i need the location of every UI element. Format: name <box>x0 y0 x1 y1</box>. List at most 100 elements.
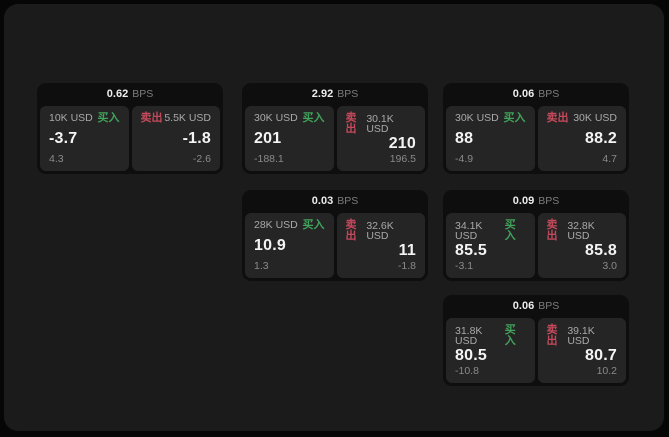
spread-value: 0.03 <box>311 195 334 207</box>
quote-card: 0.09 BPS 34.1K USD 买入 85.5 -3.1 卖出 32.8K… <box>443 190 629 281</box>
buy-change: 4.3 <box>49 152 64 165</box>
buy-toprow: 30K USD 买入 <box>254 113 325 124</box>
quote-card: 2.92 BPS 30K USD 买入 201 -188.1 卖出 30.1K … <box>242 83 428 174</box>
sell-label: 卖出 <box>345 219 357 242</box>
sell-price: 85.8 <box>585 242 617 260</box>
sell-amount: 39.1K USD <box>567 324 595 347</box>
quote-card: 0.62 BPS 10K USD 买入 -3.7 4.3 卖出 5.5K USD <box>37 83 223 174</box>
spread-value: 0.06 <box>512 300 535 312</box>
card-header: 2.92 BPS <box>245 83 425 106</box>
quote-board: 0.62 BPS 10K USD 买入 -3.7 4.3 卖出 5.5K USD <box>4 4 664 431</box>
buy-toprow: 28K USD 买入 <box>254 220 325 231</box>
sell-change: 3.0 <box>602 259 617 272</box>
spread-unit: BPS <box>538 195 560 208</box>
card-header: 0.06 BPS <box>446 83 626 106</box>
sell-panel[interactable]: 卖出 30.1K USD 210 196.5 <box>336 106 425 171</box>
sell-amount: 30.1K USD <box>366 112 394 135</box>
buy-change: -188.1 <box>254 152 284 165</box>
sell-panel[interactable]: 卖出 32.8K USD 85.8 3.0 <box>537 213 626 278</box>
buy-label: 买入 <box>503 112 526 124</box>
spread-value: 0.09 <box>512 195 535 207</box>
sell-amount: 32.6K USD <box>366 219 394 242</box>
buy-amount: 34.1K USD <box>455 219 483 242</box>
spread-unit: BPS <box>538 88 560 101</box>
spread-unit: BPS <box>337 88 359 101</box>
buy-price: 80.5 <box>455 347 487 365</box>
buy-price: 88 <box>455 129 474 147</box>
sell-change: -1.8 <box>397 259 416 272</box>
quote-card: 0.06 BPS 30K USD 买入 88 -4.9 卖出 30K USD <box>443 83 629 174</box>
buy-panel[interactable]: 34.1K USD 买入 85.5 -3.1 <box>446 213 535 278</box>
buy-label: 买入 <box>302 112 325 124</box>
sell-price: 11 <box>398 242 416 260</box>
card-body: 34.1K USD 买入 85.5 -3.1 卖出 32.8K USD 85.8… <box>446 213 626 278</box>
card-body: 10K USD 买入 -3.7 4.3 卖出 5.5K USD -1.8 -2.… <box>40 106 220 171</box>
sell-price: 88.2 <box>585 129 617 147</box>
quote-card: 0.03 BPS 28K USD 买入 10.9 1.3 卖出 32.6K US… <box>242 190 428 281</box>
buy-price: 10.9 <box>254 236 286 254</box>
sell-toprow: 卖出 32.6K USD <box>346 220 417 242</box>
spread-value: 2.92 <box>311 88 334 100</box>
buy-toprow: 34.1K USD 买入 <box>455 220 526 242</box>
sell-label: 卖出 <box>140 112 163 124</box>
card-body: 28K USD 买入 10.9 1.3 卖出 32.6K USD 11 -1.8 <box>245 213 425 278</box>
sell-toprow: 卖出 39.1K USD <box>547 325 618 347</box>
sell-panel[interactable]: 卖出 30K USD 88.2 4.7 <box>537 106 626 171</box>
card-header: 0.09 BPS <box>446 190 626 213</box>
buy-amount: 10K USD <box>49 112 93 125</box>
sell-toprow: 卖出 5.5K USD <box>141 113 212 124</box>
sell-toprow: 卖出 30.1K USD <box>346 113 417 135</box>
sell-price: -1.8 <box>182 129 211 147</box>
spread-value: 0.06 <box>512 88 535 100</box>
sell-label: 卖出 <box>546 324 558 347</box>
buy-toprow: 10K USD 买入 <box>49 113 120 124</box>
buy-toprow: 30K USD 买入 <box>455 113 526 124</box>
buy-label: 买入 <box>97 112 120 124</box>
buy-label: 买入 <box>504 324 516 347</box>
spread-unit: BPS <box>337 195 359 208</box>
sell-amount: 5.5K USD <box>164 112 211 125</box>
buy-panel[interactable]: 10K USD 买入 -3.7 4.3 <box>40 106 129 171</box>
buy-panel[interactable]: 30K USD 买入 201 -188.1 <box>245 106 334 171</box>
sell-price: 80.7 <box>585 347 617 365</box>
buy-amount: 30K USD <box>455 112 499 125</box>
buy-label: 买入 <box>504 219 516 242</box>
buy-panel[interactable]: 28K USD 买入 10.9 1.3 <box>245 213 334 278</box>
buy-panel[interactable]: 30K USD 买入 88 -4.9 <box>446 106 535 171</box>
sell-panel[interactable]: 卖出 5.5K USD -1.8 -2.6 <box>131 106 220 171</box>
sell-change: 196.5 <box>389 152 416 165</box>
sell-toprow: 卖出 32.8K USD <box>547 220 618 242</box>
buy-price: 85.5 <box>455 242 487 260</box>
sell-panel[interactable]: 卖出 39.1K USD 80.7 10.2 <box>537 318 626 383</box>
buy-label: 买入 <box>302 219 325 231</box>
buy-amount: 30K USD <box>254 112 298 125</box>
spread-value: 0.62 <box>106 88 129 100</box>
buy-amount: 28K USD <box>254 219 298 232</box>
buy-change: -4.9 <box>455 152 474 165</box>
sell-change: 4.7 <box>602 152 617 165</box>
buy-change: -3.1 <box>455 259 474 272</box>
buy-panel[interactable]: 31.8K USD 买入 80.5 -10.8 <box>446 318 535 383</box>
buy-price: -3.7 <box>49 129 78 147</box>
buy-change: -10.8 <box>455 364 479 377</box>
sell-amount: 32.8K USD <box>567 219 595 242</box>
quote-card: 0.06 BPS 31.8K USD 买入 80.5 -10.8 卖出 39.1… <box>443 295 629 386</box>
sell-panel[interactable]: 卖出 32.6K USD 11 -1.8 <box>336 213 425 278</box>
buy-toprow: 31.8K USD 买入 <box>455 325 526 347</box>
sell-price: 210 <box>388 135 416 153</box>
spread-unit: BPS <box>132 88 154 101</box>
card-body: 31.8K USD 买入 80.5 -10.8 卖出 39.1K USD 80.… <box>446 318 626 383</box>
sell-amount: 30K USD <box>573 112 617 125</box>
sell-toprow: 卖出 30K USD <box>547 113 618 124</box>
card-header: 0.06 BPS <box>446 295 626 318</box>
sell-change: 10.2 <box>596 364 617 377</box>
buy-price: 201 <box>254 129 282 147</box>
sell-label: 卖出 <box>546 219 558 242</box>
card-header: 0.03 BPS <box>245 190 425 213</box>
sell-label: 卖出 <box>345 112 357 135</box>
sell-label: 卖出 <box>546 112 569 124</box>
spread-unit: BPS <box>538 300 560 313</box>
buy-change: 1.3 <box>254 259 269 272</box>
card-header: 0.62 BPS <box>40 83 220 106</box>
